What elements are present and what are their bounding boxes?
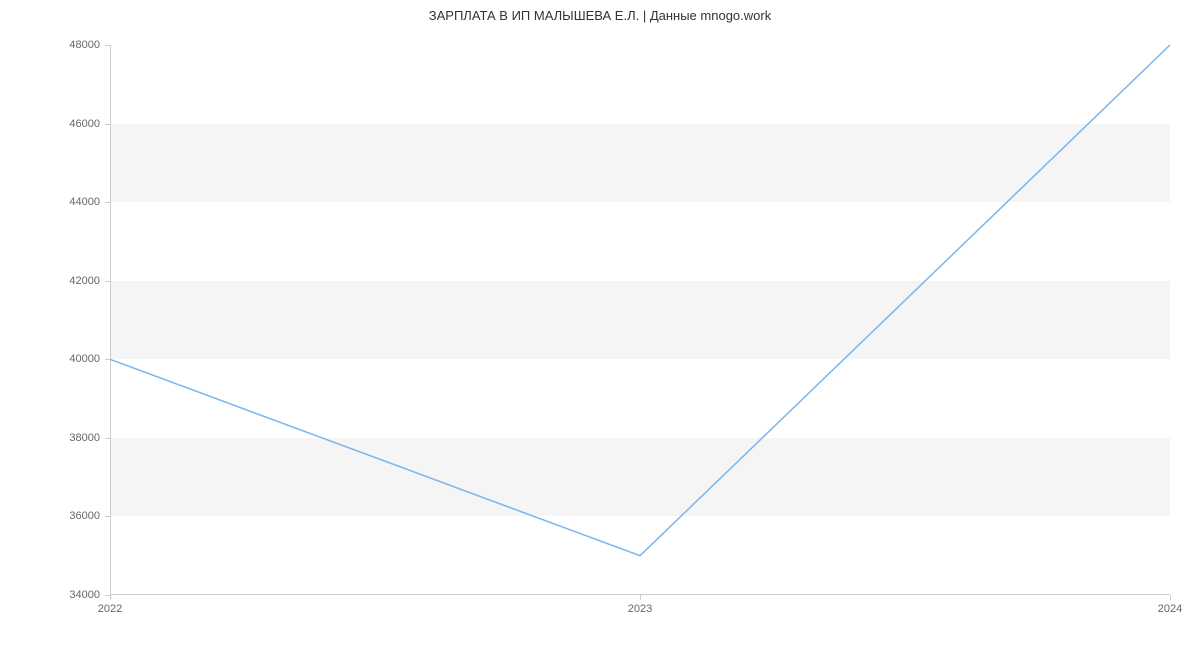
- y-tick-label: 38000: [69, 432, 100, 444]
- x-tick-label: 2022: [98, 603, 122, 615]
- chart-container: ЗАРПЛАТА В ИП МАЛЫШЕВА Е.Л. | Данные mno…: [0, 0, 1200, 650]
- y-tick-label: 48000: [69, 39, 100, 51]
- x-tick-mark: [640, 595, 641, 600]
- y-tick-label: 34000: [69, 589, 100, 601]
- x-tick-mark: [1170, 595, 1171, 600]
- y-tick-label: 46000: [69, 118, 100, 130]
- x-tick-label: 2023: [628, 603, 652, 615]
- y-tick-mark: [105, 124, 110, 125]
- y-tick-mark: [105, 202, 110, 203]
- x-tick-label: 2024: [1158, 603, 1182, 615]
- y-tick-label: 40000: [69, 353, 100, 365]
- y-tick-mark: [105, 45, 110, 46]
- y-tick-mark: [105, 359, 110, 360]
- line-path: [110, 45, 1170, 556]
- y-tick-mark: [105, 516, 110, 517]
- y-tick-mark: [105, 281, 110, 282]
- plot-area: 3400036000380004000042000440004600048000…: [110, 45, 1170, 595]
- y-tick-label: 42000: [69, 275, 100, 287]
- y-tick-label: 36000: [69, 510, 100, 522]
- x-tick-mark: [110, 595, 111, 600]
- y-tick-mark: [105, 438, 110, 439]
- y-tick-label: 44000: [69, 196, 100, 208]
- chart-title: ЗАРПЛАТА В ИП МАЛЫШЕВА Е.Л. | Данные mno…: [0, 8, 1200, 23]
- line-series: [110, 45, 1170, 595]
